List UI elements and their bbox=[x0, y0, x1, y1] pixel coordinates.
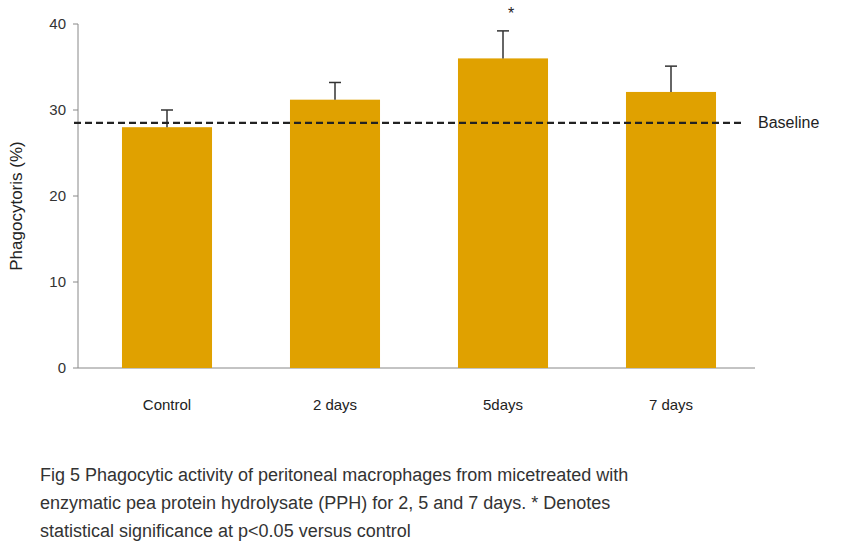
y-tick bbox=[73, 196, 78, 197]
y-axis-label: Phagocytoris (%) bbox=[7, 141, 26, 270]
baseline bbox=[74, 122, 742, 124]
bar bbox=[458, 58, 548, 368]
y-tick-label: 0 bbox=[58, 359, 66, 376]
y-tick-label: 20 bbox=[49, 187, 66, 204]
x-tick-label: 2 days bbox=[313, 396, 357, 413]
caption: Fig 5 Phagocytic activity of peritoneal … bbox=[40, 465, 628, 485]
bar bbox=[626, 92, 716, 368]
chart: 0 10 20 30 40 Phagocytoris (%) Control 2 days 5d… bbox=[0, 0, 857, 554]
error-cap bbox=[665, 65, 677, 67]
y-tick bbox=[73, 282, 78, 283]
y-tick-label: 40 bbox=[49, 15, 66, 32]
error-bar bbox=[161, 110, 173, 127]
caption: statistical significance at p<0.05 versu… bbox=[40, 521, 411, 541]
error-line bbox=[670, 66, 672, 92]
error-cap bbox=[161, 109, 173, 111]
error-bar bbox=[497, 31, 509, 59]
x-tick-label: 7 days bbox=[649, 396, 693, 413]
error-cap bbox=[329, 82, 341, 84]
x-tick-label: 5days bbox=[483, 396, 523, 413]
error-line bbox=[502, 31, 504, 59]
error-line bbox=[166, 110, 168, 127]
x-tick-label: Control bbox=[143, 396, 191, 413]
y-tick bbox=[73, 24, 78, 25]
baseline-label: Baseline bbox=[758, 114, 819, 131]
y-tick bbox=[73, 110, 78, 111]
y-tick bbox=[73, 368, 78, 369]
bar bbox=[290, 100, 380, 368]
y-tick-label: 10 bbox=[49, 273, 66, 290]
error-line bbox=[334, 82, 336, 99]
annotation: * bbox=[508, 5, 514, 22]
bar bbox=[122, 127, 212, 368]
error-bar bbox=[329, 82, 341, 99]
error-bar bbox=[665, 66, 677, 92]
error-cap bbox=[497, 30, 509, 32]
y-tick-label: 30 bbox=[49, 101, 66, 118]
bars bbox=[122, 31, 716, 368]
caption: enzymatic pea protein hydrolysate (PPH) … bbox=[40, 493, 610, 513]
